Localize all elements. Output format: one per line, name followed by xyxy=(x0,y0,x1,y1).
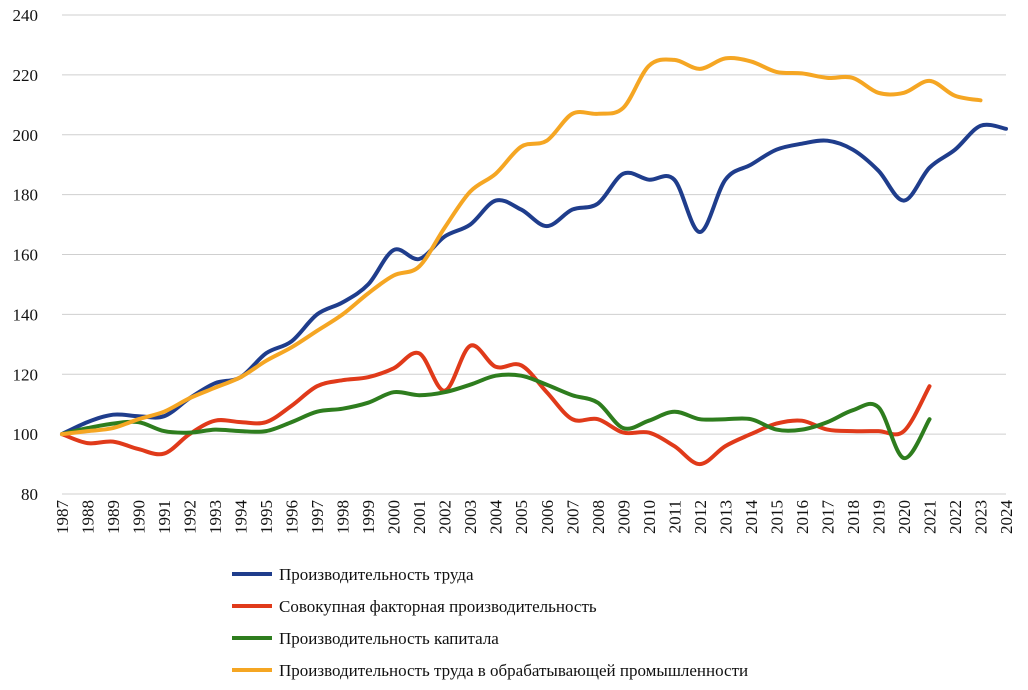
series-line-0 xyxy=(60,122,1008,437)
x-tick-label: 1996 xyxy=(283,500,302,534)
x-tick-label: 2005 xyxy=(512,500,531,534)
x-tick-label: 2017 xyxy=(818,500,837,535)
x-tick-label: 2019 xyxy=(869,500,888,534)
x-tick-label: 2010 xyxy=(640,500,659,534)
y-tick-label: 200 xyxy=(13,126,39,145)
x-tick-label: 2006 xyxy=(538,500,557,534)
series-line-2 xyxy=(60,372,932,461)
x-axis-ticks: 1987 1988 1989 1990 1991 1992 1993 1994 1995 1996… xyxy=(53,500,1016,535)
series-lines xyxy=(60,56,1008,467)
x-tick-label: 2004 xyxy=(487,500,506,535)
x-tick-label: 2011 xyxy=(665,500,684,533)
legend: Производительность труда Совокупная факт… xyxy=(232,565,748,680)
x-tick-label: 2023 xyxy=(971,500,990,534)
legend-label-capital-productivity: Производительность капитала xyxy=(279,629,499,648)
x-tick-label: 1994 xyxy=(232,500,251,535)
x-tick-label: 2002 xyxy=(436,500,455,534)
legend-item-labor-productivity: Производительность труда xyxy=(232,565,474,584)
y-tick-label: 180 xyxy=(13,186,39,205)
x-tick-label: 2022 xyxy=(946,500,965,534)
x-tick-label: 2024 xyxy=(997,500,1016,535)
x-tick-label: 2015 xyxy=(767,500,786,534)
legend-label-manufacturing-labor-productivity: Производительность труда в обрабатывающе… xyxy=(279,661,748,680)
x-tick-label: 2018 xyxy=(844,500,863,534)
x-tick-label: 2003 xyxy=(461,500,480,534)
x-tick-label: 2000 xyxy=(385,500,404,534)
legend-item-capital-productivity: Производительность капитала xyxy=(232,629,499,648)
x-tick-label: 1998 xyxy=(334,500,353,534)
x-tick-label: 1995 xyxy=(257,500,276,534)
x-tick-label: 2021 xyxy=(920,500,939,534)
x-tick-label: 2012 xyxy=(691,500,710,534)
legend-item-manufacturing-labor-productivity: Производительность труда в обрабатывающе… xyxy=(232,661,748,680)
y-tick-label: 120 xyxy=(13,365,39,384)
x-tick-label: 1991 xyxy=(155,500,174,534)
y-tick-label: 240 xyxy=(13,6,39,25)
x-tick-label: 2001 xyxy=(410,500,429,534)
y-tick-label: 80 xyxy=(21,485,38,504)
x-tick-label: 2020 xyxy=(895,500,914,534)
x-tick-label: 2009 xyxy=(614,500,633,534)
y-tick-label: 160 xyxy=(13,246,39,265)
y-tick-label: 220 xyxy=(13,66,39,85)
x-tick-label: 1999 xyxy=(359,500,378,534)
x-tick-label: 2007 xyxy=(563,500,582,535)
x-tick-label: 1989 xyxy=(104,500,123,534)
x-tick-label: 1987 xyxy=(53,500,72,535)
y-axis-ticks: 80 100 120 140 160 180 200 220 240 xyxy=(13,6,39,504)
legend-item-tfp: Совокупная факторная производительность xyxy=(232,597,597,616)
x-tick-label: 1988 xyxy=(79,500,98,534)
x-tick-label: 1997 xyxy=(308,500,327,535)
y-tick-label: 100 xyxy=(13,425,39,444)
x-tick-label: 1992 xyxy=(181,500,200,534)
gridlines xyxy=(62,14,1006,495)
x-tick-label: 2016 xyxy=(793,500,812,534)
x-tick-label: 1990 xyxy=(130,500,149,534)
x-tick-label: 2014 xyxy=(742,500,761,535)
legend-label-tfp: Совокупная факторная производительность xyxy=(279,597,597,616)
x-tick-label: 2008 xyxy=(589,500,608,534)
legend-label-labor-productivity: Производительность труда xyxy=(279,565,474,584)
series-line-3 xyxy=(60,56,983,437)
x-tick-label: 1993 xyxy=(206,500,225,534)
x-tick-label: 2013 xyxy=(716,500,735,534)
series-line-1 xyxy=(60,343,932,467)
y-tick-label: 140 xyxy=(13,305,39,324)
